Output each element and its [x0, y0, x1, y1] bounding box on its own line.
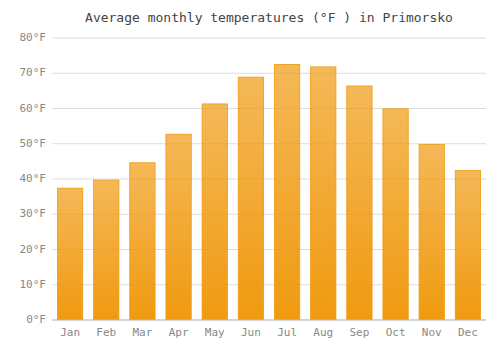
y-tick-label: 30°F — [20, 207, 47, 220]
grid-line — [52, 73, 486, 74]
x-tick-label: Jun — [241, 326, 261, 339]
x-tick-label: Dec — [458, 326, 478, 339]
title: Average monthly temperatures (°F ) in Pr… — [85, 10, 453, 25]
bar — [347, 86, 372, 320]
grid-line — [52, 38, 486, 39]
grid-line — [52, 320, 486, 321]
y-tick-label: 0°F — [26, 313, 46, 326]
y-tick-label: 80°F — [20, 31, 47, 44]
bar — [419, 144, 444, 320]
x-tick-label: Feb — [96, 326, 116, 339]
bar — [202, 104, 227, 320]
x-axis: Jan Feb Mar Apr May Jun Jul Aug Sep Oct Nov Dec — [60, 326, 478, 339]
bar — [57, 188, 82, 320]
y-axis: 0°F 10°F 20°F 30°F 40°F 50°F 60°F 70°F 80°F — [20, 31, 47, 326]
x-tick-label: Mar — [132, 326, 152, 339]
page: {"chart_data": {"type": "bar", "title": … — [0, 0, 500, 350]
x-tick-label: May — [205, 326, 225, 339]
grid-line — [52, 108, 486, 109]
bar — [274, 64, 299, 320]
bar — [238, 77, 263, 320]
x-tick-label: Sep — [349, 326, 369, 339]
y-grid — [52, 38, 486, 320]
y-tick-label: 10°F — [20, 278, 47, 291]
x-axis-line — [52, 320, 486, 321]
x-tick-label: Apr — [169, 326, 189, 339]
chart-container: Average monthly temperatures (°F ) in Pr… — [0, 0, 500, 350]
y-tick-label: 40°F — [20, 172, 47, 185]
x-tick-label: Jul — [277, 326, 297, 339]
bar — [130, 163, 155, 320]
y-tick-label: 70°F — [20, 66, 47, 79]
x-tick-label: Aug — [313, 326, 333, 339]
bar — [94, 180, 119, 320]
x-tick-label: Oct — [386, 326, 406, 339]
x-tick-label: Nov — [422, 326, 442, 339]
bar — [311, 67, 336, 320]
bar — [455, 171, 480, 320]
chart-svg: Average monthly temperatures (°F ) in Pr… — [0, 0, 500, 350]
x-tick-label: Jan — [60, 326, 80, 339]
y-tick-label: 50°F — [20, 137, 47, 150]
bar — [383, 109, 408, 320]
y-tick-label: 60°F — [20, 102, 47, 115]
y-tick-label: 20°F — [20, 243, 47, 256]
bars — [57, 64, 480, 320]
bar — [166, 134, 191, 320]
